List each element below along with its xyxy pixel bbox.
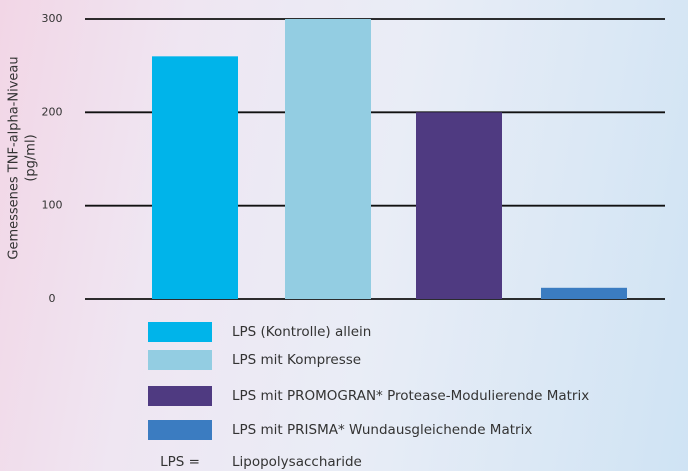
- legend-label: LPS mit PRISMA* Wundausgleichende Matrix: [232, 422, 532, 438]
- y-axis-label: (pg/ml): [24, 134, 39, 181]
- y-axis-label: Gemessenes TNF-alpha-Niveau: [7, 56, 22, 259]
- bar: [541, 287, 627, 299]
- y-tick-label: 200: [42, 105, 63, 118]
- legend-swatch: [148, 420, 212, 440]
- legend-label: LPS mit PROMOGRAN* Protease-Modulierende…: [232, 388, 589, 404]
- legend-swatch: [148, 386, 212, 406]
- footnote-term: LPS =: [160, 454, 200, 470]
- footnote-definition: Lipopolysaccharide: [232, 454, 362, 470]
- bar: [416, 112, 502, 299]
- y-tick-label: 300: [42, 12, 63, 25]
- y-tick-label: 0: [49, 292, 56, 305]
- bar: [285, 19, 371, 299]
- legend-label: LPS mit Kompresse: [232, 352, 361, 368]
- legend-swatch: [148, 350, 212, 370]
- legend-label: LPS (Kontrolle) allein: [232, 324, 371, 340]
- legend-swatch: [148, 322, 212, 342]
- bar: [152, 56, 238, 300]
- y-tick-label: 100: [42, 199, 63, 212]
